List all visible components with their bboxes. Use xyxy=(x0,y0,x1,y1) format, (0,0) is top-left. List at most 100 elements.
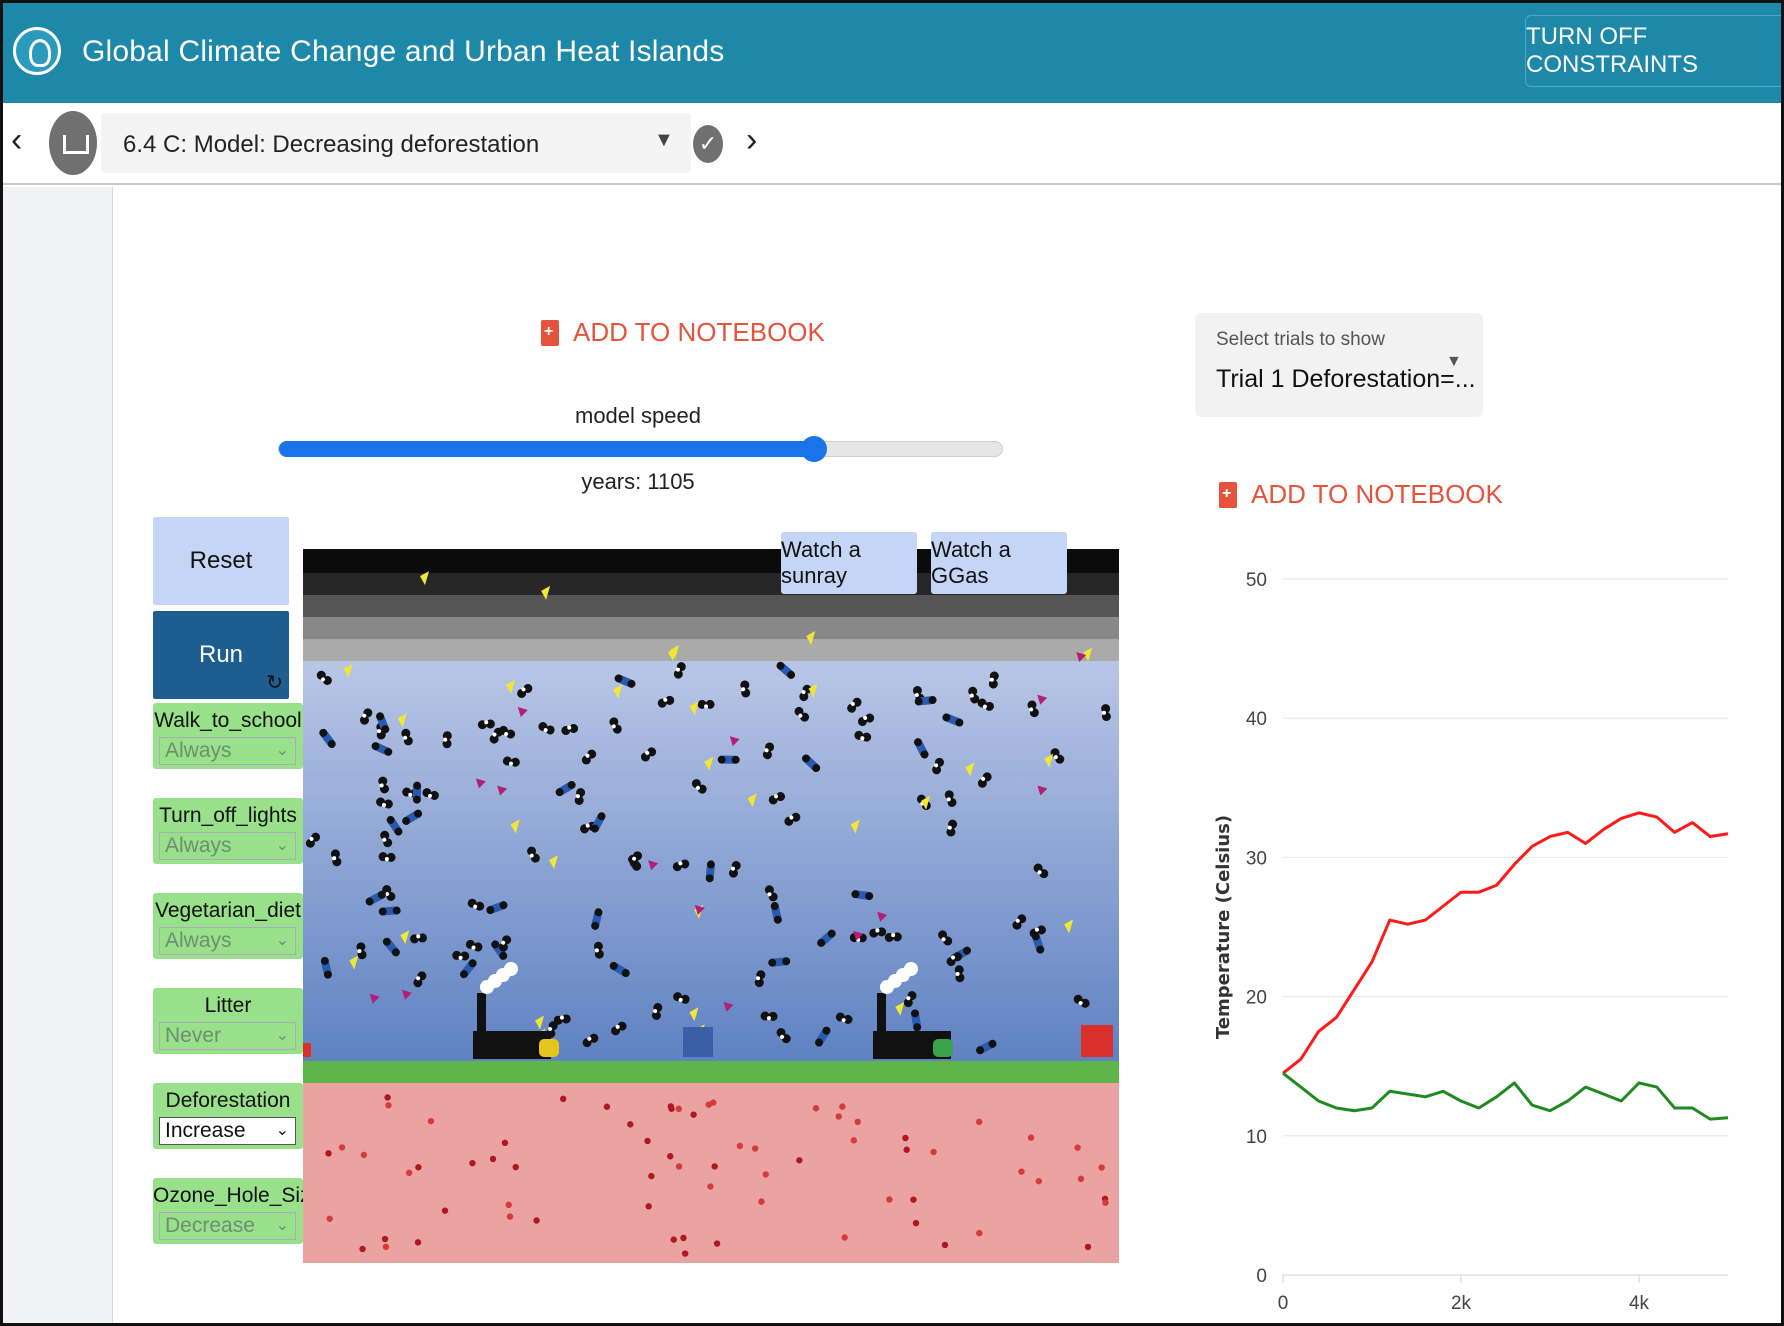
left-gutter xyxy=(3,187,113,1323)
step-navigation: ‹ 6.4 C: Model: Decreasing deforestation… xyxy=(3,103,1781,185)
heat-particle xyxy=(382,1243,390,1251)
sunray-arrow xyxy=(667,647,677,662)
control-vegetarian-diet: Vegetarian_diet Always ⌄ xyxy=(153,893,303,959)
run-button[interactable]: Run ↻ xyxy=(153,611,289,699)
trials-select[interactable]: Select trials to show Trial 1 Deforestat… xyxy=(1195,313,1483,417)
prev-step-icon[interactable]: ‹ xyxy=(11,121,23,159)
x-tick-label: 0 xyxy=(1278,1293,1289,1314)
sunray-arrow xyxy=(541,585,551,600)
infrared-arrow xyxy=(1037,694,1048,705)
slider-fill xyxy=(279,441,815,457)
infrared-arrow xyxy=(1076,652,1087,663)
gas-molecule xyxy=(1033,863,1049,879)
heat-particle xyxy=(384,1094,391,1101)
heat-particle xyxy=(603,1103,611,1110)
y-tick-label: 0 xyxy=(1256,1266,1267,1287)
caret-down-icon: ▼ xyxy=(1446,353,1462,370)
heat-particle xyxy=(713,1240,721,1247)
sunray-arrow xyxy=(689,1007,699,1022)
gas-molecule xyxy=(555,780,576,797)
gas-molecule xyxy=(371,742,393,756)
heat-particle xyxy=(841,1234,848,1241)
gas-molecule xyxy=(491,940,508,960)
step-select-dropdown[interactable]: 6.4 C: Model: Decreasing deforestation ▼ xyxy=(101,113,691,173)
model-speed-slider[interactable] xyxy=(278,436,1003,462)
gas-molecule xyxy=(517,683,533,698)
gas-molecule xyxy=(760,1011,778,1021)
gas-molecule xyxy=(614,674,636,688)
heat-particle xyxy=(675,1163,683,1170)
refresh-icon: ↻ xyxy=(266,672,283,694)
sunray-arrow xyxy=(747,793,757,808)
gas-molecule xyxy=(467,898,485,911)
factory-chimney xyxy=(877,993,886,1033)
gas-molecule xyxy=(946,952,962,966)
gas-molecule xyxy=(802,754,821,773)
note-add-icon xyxy=(541,319,559,346)
heat-particle xyxy=(941,1241,949,1249)
gas-molecule xyxy=(932,757,944,775)
y-tick-label: 50 xyxy=(1246,570,1267,591)
heat-particle xyxy=(667,1103,675,1110)
sunray-arrow xyxy=(1083,647,1093,662)
x-tick-label: 4k xyxy=(1629,1293,1650,1314)
gas-molecule xyxy=(452,950,470,961)
gas-molecule xyxy=(382,937,400,957)
ground xyxy=(303,1083,1119,1263)
gas-molecule xyxy=(673,662,686,679)
turn-off-constraints-button[interactable]: TURN OFF CONSTRAINTS xyxy=(1525,15,1781,87)
gas-molecule xyxy=(465,939,483,952)
truck xyxy=(1081,1025,1113,1057)
atmosphere-band xyxy=(303,595,1119,617)
gas-molecule xyxy=(412,781,422,804)
gas-molecule xyxy=(413,971,427,988)
gas-molecule xyxy=(740,680,751,698)
simulation-canvas xyxy=(303,549,1119,1263)
note-add-icon xyxy=(1219,481,1237,508)
infrared-arrow xyxy=(877,911,888,922)
gas-molecule xyxy=(944,790,957,807)
sunray-arrow xyxy=(1044,753,1054,768)
watch-sunray-button[interactable]: Watch a sunray xyxy=(781,532,917,594)
heat-particle xyxy=(338,1144,346,1151)
gas-molecule xyxy=(776,661,796,679)
car xyxy=(933,1039,953,1057)
model-speed-label: model speed xyxy=(575,403,701,428)
gas-molecule xyxy=(593,941,604,959)
heat-particle xyxy=(505,1201,512,1209)
next-step-icon[interactable]: › xyxy=(746,121,758,159)
gas-molecule xyxy=(502,756,520,767)
graph-add-to-notebook-button[interactable]: ADD TO NOTEBOOK xyxy=(1219,479,1503,510)
gas-molecule xyxy=(422,788,439,800)
slider-thumb[interactable] xyxy=(801,436,828,462)
gas-molecule xyxy=(442,731,452,749)
sunray-arrow xyxy=(965,762,975,777)
heat-particle xyxy=(381,1235,389,1243)
sunray-arrow xyxy=(689,701,699,716)
gas-molecule xyxy=(938,930,953,946)
heat-particle xyxy=(359,1245,366,1253)
smoke-puff xyxy=(904,962,918,976)
control-deforestation: Deforestation Increase ⌄ xyxy=(153,1083,303,1149)
gas-molecule xyxy=(910,1009,922,1032)
reset-button[interactable]: Reset xyxy=(153,517,289,605)
gas-molecule xyxy=(784,812,801,826)
gas-molecule xyxy=(776,1028,791,1044)
chevron-down-icon: ⌄ xyxy=(275,1027,289,1044)
gas-molecule xyxy=(401,728,413,746)
control-label: Vegetarian_diet xyxy=(155,899,301,922)
gas-molecule xyxy=(609,717,622,734)
gas-molecule xyxy=(380,830,393,848)
control-select: Always ⌄ xyxy=(159,832,296,860)
add-to-notebook-button[interactable]: ADD TO NOTEBOOK xyxy=(541,317,825,348)
heat-particle xyxy=(850,1137,857,1144)
infrared-arrow xyxy=(369,993,380,1004)
heat-particle xyxy=(762,1171,769,1178)
heat-particle xyxy=(325,1150,332,1157)
y-axis-title: Temperature (Celsius) xyxy=(1213,815,1234,1039)
control-select: Always ⌄ xyxy=(159,927,296,955)
heat-particle xyxy=(667,1153,674,1160)
gas-molecule xyxy=(590,812,606,833)
control-select[interactable]: Increase ⌄ xyxy=(159,1117,296,1145)
watch-ggas-button[interactable]: Watch a GGas xyxy=(931,532,1067,594)
